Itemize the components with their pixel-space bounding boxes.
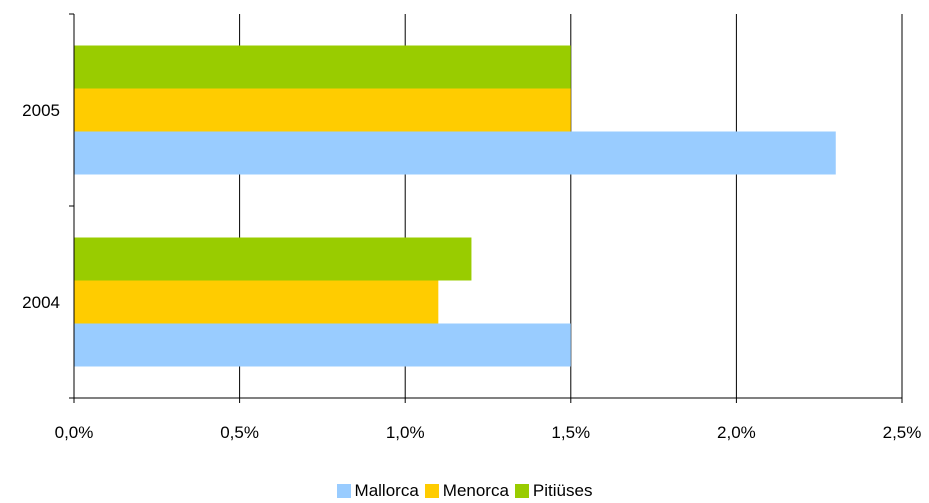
- x-tick-label: 1,5%: [551, 423, 590, 442]
- y-tick-label: 2005: [22, 101, 60, 120]
- x-tick-labels: 0,0% 0,5% 1,0% 1,5% 2,0% 2,5%: [55, 423, 922, 442]
- x-tick-label: 1,0%: [386, 423, 425, 442]
- x-tick-label: 0,0%: [55, 423, 94, 442]
- bar: [74, 323, 571, 367]
- legend-item: Mallorca: [336, 481, 419, 501]
- legend: Mallorca Menorca Pitiüses: [0, 480, 929, 502]
- x-tick-label: 0,5%: [220, 423, 259, 442]
- y-tick-label: 2004: [22, 293, 60, 312]
- legend-item: Pitiüses: [514, 481, 593, 501]
- legend-swatch: [424, 484, 439, 498]
- bar-chart: 0,0% 0,5% 1,0% 1,5% 2,0% 2,5% 2005 2004: [22, 13, 922, 442]
- x-tick-label: 2,0%: [717, 423, 756, 442]
- bar: [74, 88, 571, 132]
- legend-label: Menorca: [442, 481, 509, 500]
- legend-swatch: [514, 484, 529, 498]
- bar: [74, 280, 439, 324]
- legend-item: Menorca: [424, 481, 509, 501]
- y-tick-labels: 2005 2004: [22, 101, 60, 312]
- legend-label: Pitiüses: [532, 481, 593, 500]
- bar: [74, 131, 836, 175]
- legend-swatch: [336, 484, 351, 498]
- bars: [74, 45, 836, 367]
- bar: [74, 237, 472, 281]
- bar: [74, 45, 571, 89]
- legend-label: Mallorca: [354, 481, 419, 500]
- x-tick-label: 2,5%: [883, 423, 922, 442]
- axes: [69, 13, 903, 403]
